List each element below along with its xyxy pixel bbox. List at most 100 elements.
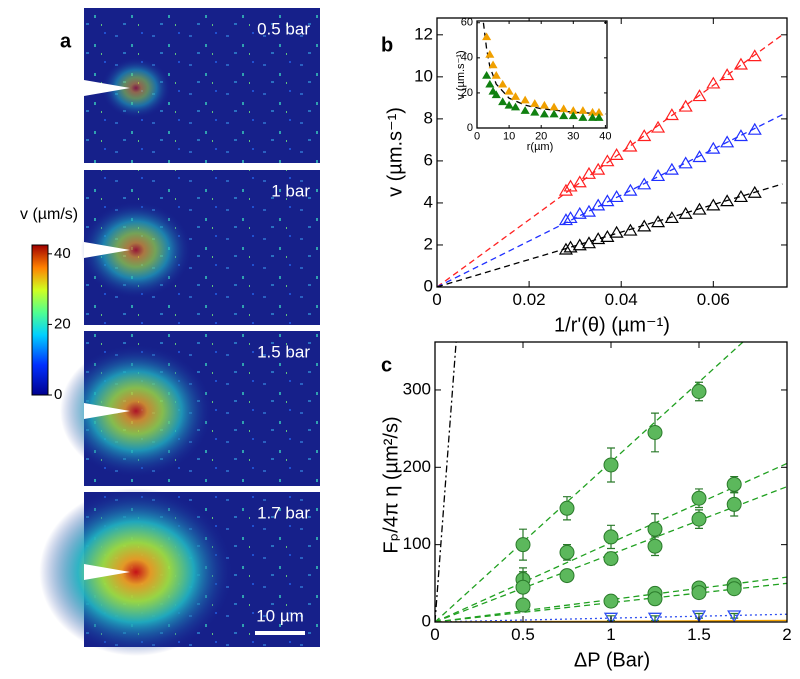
point [691,490,707,506]
point [559,544,575,560]
point [485,79,495,88]
point [581,236,597,249]
y-tick-label: 200 [403,457,431,476]
y-tick-label: 40 [461,52,473,64]
point [692,89,707,102]
point [520,95,530,104]
panel-label: b [381,34,393,56]
point [664,162,679,175]
fit-line [437,114,783,287]
y-tick-label: 60 [461,17,473,29]
point [572,175,587,188]
frame-label: 0.5 bar [257,19,310,38]
point [563,240,578,253]
point [726,496,742,512]
y-tick-label: 0 [424,276,433,295]
point [600,154,615,167]
fit-line [435,486,787,622]
point [637,177,652,190]
heatmap-blob [39,488,233,656]
point [623,223,638,236]
point [720,135,735,148]
point [558,183,573,196]
point [726,581,742,597]
point [692,150,707,163]
colorbar-label: v (µm/s) [20,206,78,223]
point [603,457,619,473]
point [706,198,721,211]
x-tick-label: 40 [599,131,611,143]
point [647,521,663,537]
point [623,139,638,152]
fit-line [437,34,783,287]
point [498,79,508,88]
point [568,111,578,120]
point [515,579,531,595]
point [591,162,606,175]
error-bar [730,612,739,619]
point [623,183,638,196]
point [720,68,735,81]
y-tick-label: 12 [414,24,433,43]
point [691,610,707,622]
frame-label: 1.5 bar [257,342,310,361]
point [559,568,575,584]
point [558,242,573,255]
y-tick-label: 10 [414,66,433,85]
point [572,238,587,251]
point [691,585,707,601]
point [733,129,748,142]
point [563,179,578,192]
point [733,190,748,203]
point [581,166,597,179]
point [482,32,492,41]
point [572,206,587,219]
point [637,219,652,232]
point [504,100,514,109]
plot-marks [435,342,787,622]
point [691,511,707,527]
y-tick-label: 0 [422,611,431,630]
point [651,120,666,133]
x-tick-label: 10 [503,131,515,143]
y-tick-label: 100 [403,534,431,553]
point [733,57,748,70]
y-tick-label: 2 [424,234,433,253]
heatmap-blob [60,345,212,477]
y-tick-label: 8 [424,108,433,127]
point [491,71,501,79]
point [578,113,588,121]
point [563,211,578,224]
point [726,476,742,492]
x-tick-label: 0.04 [605,290,638,309]
point [647,591,663,607]
y-tick-label: 4 [424,192,433,211]
colorbar-tick-label: 20 [54,315,71,332]
x-tick-label: 1.5 [687,625,711,644]
point [488,60,498,69]
point [530,99,540,107]
point [609,225,624,238]
x-axis-label: r(µm) [527,141,554,153]
point [603,593,619,609]
error-bar [651,615,659,622]
point [664,211,679,224]
point [747,122,762,135]
point [515,537,531,553]
point [591,232,606,245]
point [609,148,624,161]
point [603,612,619,622]
point [664,108,679,121]
x-tick-label: 30 [567,131,579,143]
point [515,597,531,613]
x-axis-label: ΔP (Bar) [574,649,650,671]
point [510,92,521,100]
x-tick-label: 2 [782,625,791,644]
point [549,109,559,118]
pipette-tip [84,403,130,419]
x-tick-label: 0.06 [697,290,730,309]
point [559,111,569,120]
point [651,215,666,228]
plot-frame [436,17,788,288]
